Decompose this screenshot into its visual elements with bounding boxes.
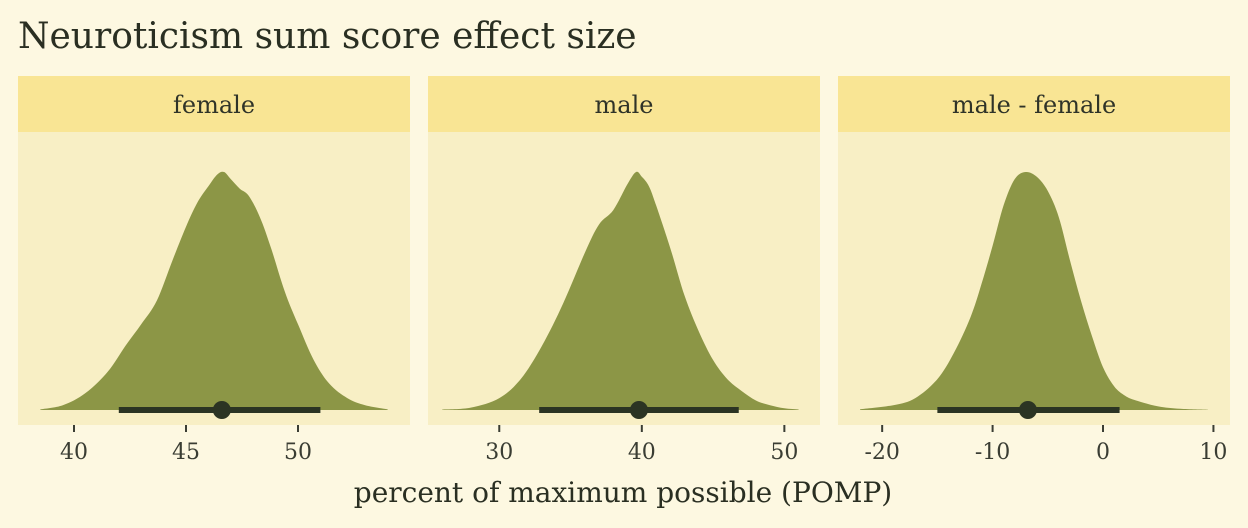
point-estimate [629, 401, 648, 419]
strip-label: female [173, 91, 255, 119]
density-area [860, 171, 1208, 410]
point-estimate [1018, 401, 1037, 419]
x-tick-label: 40 [628, 440, 656, 465]
x-tick-label: -10 [975, 440, 1010, 465]
x-tick-label: 0 [1096, 440, 1110, 465]
density-area [442, 171, 799, 410]
x-tick-label: 10 [1199, 440, 1227, 465]
density-area [40, 171, 388, 410]
strip [18, 76, 410, 132]
panel-0: female 40 45 50 [18, 76, 410, 465]
strip [838, 76, 1230, 132]
x-tick-label: -20 [864, 440, 899, 465]
x-tick-label: 45 [172, 440, 200, 465]
x-tick-label: 50 [284, 440, 312, 465]
x-axis-title: percent of maximum possible (POMP) [354, 476, 892, 509]
panel-2: male - female -20 -10 0 10 [838, 76, 1230, 465]
strip [428, 76, 820, 132]
strip-label: male [595, 91, 654, 119]
strip-label: male - female [952, 91, 1116, 119]
point-estimate [212, 401, 231, 419]
panel-1: male 30 40 50 [428, 76, 820, 465]
x-tick-label: 40 [60, 440, 88, 465]
x-tick-label: 30 [485, 440, 513, 465]
x-tick-label: 50 [770, 440, 798, 465]
panels: female 40 45 50 male 30 40 50 male - female -20 -1… [18, 76, 1230, 465]
chart-title: Neuroticism sum score effect size [18, 16, 637, 57]
